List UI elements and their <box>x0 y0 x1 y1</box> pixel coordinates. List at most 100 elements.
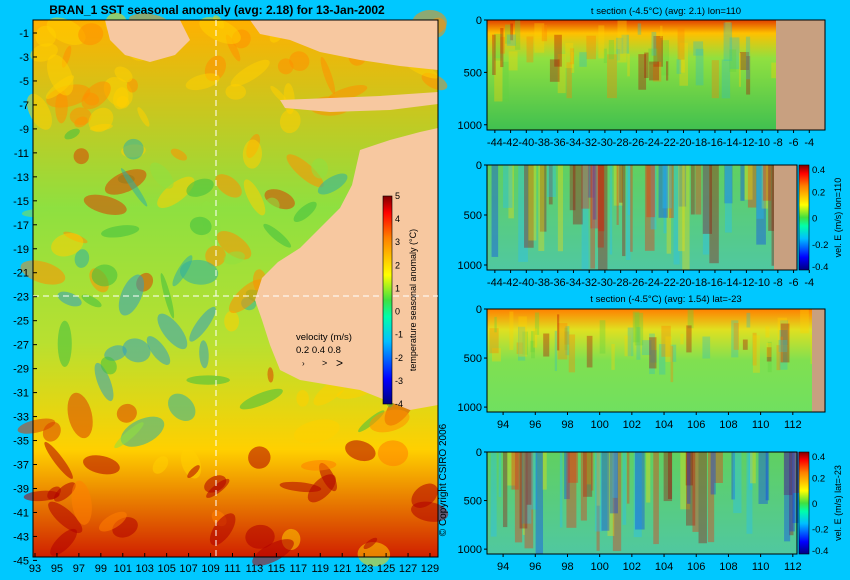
section-texture <box>680 333 684 345</box>
section-frame <box>486 451 798 555</box>
section-texture <box>793 452 800 493</box>
colorbar-tick-label: -2 <box>395 353 403 363</box>
section-texture <box>530 340 535 353</box>
section-texture <box>686 325 692 353</box>
lat-tick-label: -23 <box>13 292 29 304</box>
lat-tick-label: -1 <box>19 28 29 40</box>
section-texture <box>666 165 672 254</box>
lat-tick-label: -3 <box>19 52 29 64</box>
section-texture <box>778 339 788 353</box>
anomaly-eddy <box>209 513 236 546</box>
section-texture <box>665 61 669 81</box>
anomaly-eddy <box>55 90 68 124</box>
section-texture <box>500 28 504 68</box>
section-field <box>487 20 825 130</box>
lon-tick-label: 117 <box>290 563 308 575</box>
anomaly-eddy <box>120 168 148 207</box>
section-panel-1: t section (-4.5°C) (avg: 2.1) lon=110 0 50… <box>458 6 826 149</box>
anomaly-eddy <box>57 291 82 307</box>
section-texture <box>611 344 615 370</box>
anomaly-eddy <box>248 446 271 469</box>
section-texture <box>568 334 576 373</box>
section-texture <box>603 48 607 64</box>
section-texture <box>636 327 641 360</box>
lat-tick-label: -11 <box>14 148 29 160</box>
lon-tick-label: 127 <box>399 563 417 575</box>
section-texture <box>534 23 545 53</box>
x-tick-label: -34 <box>566 277 582 289</box>
anomaly-eddy <box>81 81 111 110</box>
map-colorbar-ticks: 5 4 3 2 1 0 -1 -2 -3 -4 <box>395 191 403 409</box>
velocity-colorbar-tick: -0.2 <box>812 240 828 251</box>
section-texture <box>646 452 651 503</box>
section-texture <box>580 452 587 521</box>
x-tick-label: -32 <box>581 277 597 289</box>
section-frame <box>486 308 826 413</box>
anomaly-eddy <box>270 85 288 105</box>
section-texture <box>502 452 508 528</box>
section-texture <box>648 48 658 65</box>
section-field <box>487 165 797 270</box>
anomaly-eddy <box>67 392 93 439</box>
section-texture <box>789 452 795 532</box>
section-texture <box>748 452 753 490</box>
anomaly-eddy <box>157 313 188 350</box>
velocity-legend-values: 0.2 0.4 0.8 <box>296 345 341 356</box>
section-texture <box>740 165 745 201</box>
section-texture <box>494 58 503 102</box>
section-texture <box>740 51 750 70</box>
section-texture <box>731 452 736 500</box>
section-texture <box>780 336 783 363</box>
anomaly-eddy <box>369 409 410 433</box>
section-texture <box>721 59 731 99</box>
velocity-colorbar-tick: -0.4 <box>812 262 828 273</box>
lon-tick-label: 129 <box>421 563 439 575</box>
land-lesser-sunda <box>280 92 438 112</box>
section-frame <box>486 164 798 271</box>
section-texture <box>663 452 673 502</box>
section-texture <box>678 165 687 207</box>
section-texture <box>702 336 711 359</box>
anomaly-eddy <box>187 465 200 479</box>
anomaly-eddy <box>118 274 145 316</box>
x-tick-label: -16 <box>707 277 723 289</box>
anomaly-eddy <box>104 345 127 361</box>
x-tick-label: 106 <box>687 561 705 573</box>
velocity-colorbar <box>798 164 810 271</box>
velocity-colorbar-label: vel. E (m/s) lon=110 <box>833 178 843 258</box>
x-tick-label: 100 <box>590 561 608 573</box>
section-texture <box>566 452 577 528</box>
lon-tick-label: 119 <box>311 563 329 575</box>
anomaly-eddy <box>83 194 127 215</box>
land-java-borneo <box>250 20 438 70</box>
section-texture <box>516 342 524 354</box>
section-texture <box>625 165 631 261</box>
section-texture <box>491 165 499 257</box>
anomaly-eddy <box>152 456 169 474</box>
colorbar-tick-label: -1 <box>395 330 403 340</box>
anomaly-eddy <box>101 225 140 238</box>
anomaly-eddy <box>224 310 240 332</box>
x-tick-label: -24 <box>644 277 660 289</box>
section-texture <box>746 56 751 95</box>
section-texture <box>649 61 660 81</box>
anomaly-eddy <box>411 483 438 508</box>
x-tick-label: -26 <box>628 137 644 149</box>
anomaly-eddy <box>311 158 329 179</box>
colorbar-tick-label: 1 <box>395 283 400 293</box>
velocity-colorbar <box>798 451 810 555</box>
section-texture <box>564 452 570 500</box>
anomaly-eddy <box>239 388 283 410</box>
section-texture <box>508 51 518 71</box>
x-tick-label: 102 <box>623 419 641 431</box>
x-tick-label: -22 <box>660 137 676 149</box>
section-texture <box>566 62 572 99</box>
velocity-arrow-large: > <box>336 356 343 370</box>
lat-tick-label: -15 <box>13 196 29 208</box>
anomaly-eddy <box>81 294 102 308</box>
section-texture <box>768 165 778 231</box>
x-tick-label: -34 <box>566 137 582 149</box>
section-texture <box>687 452 691 504</box>
section-texture <box>702 165 713 234</box>
section-texture <box>601 452 610 531</box>
